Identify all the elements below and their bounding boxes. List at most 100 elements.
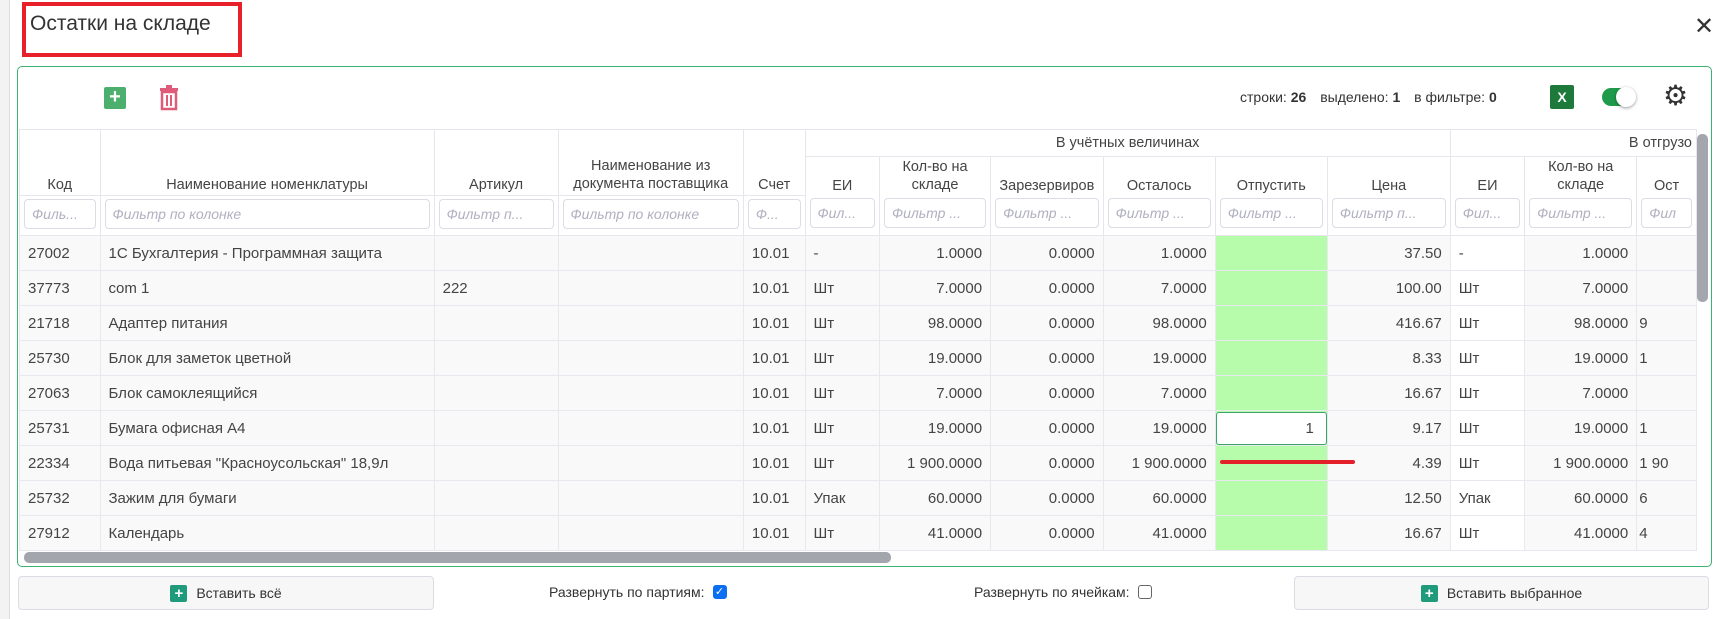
insert-all-button[interactable]: + Вставить всё — [18, 576, 434, 610]
trash-icon[interactable] — [158, 85, 180, 111]
table-cell[interactable]: 1 — [1214, 410, 1328, 446]
excel-export-button[interactable]: X — [1550, 85, 1574, 109]
column-filter-input[interactable]: Фильтр ... — [1219, 198, 1323, 229]
table-cell: Вода питьевая "Красноусольская" 18,9л — [99, 445, 435, 481]
column-filter-input[interactable]: Фильтр ... — [1107, 198, 1211, 229]
horizontal-scrollbar[interactable] — [24, 552, 891, 563]
table-cell: 0.0000 — [990, 480, 1104, 516]
table-cell: Шт — [804, 375, 880, 411]
table-cell: Шт — [1449, 340, 1526, 376]
table-row[interactable]: 27002 1С Бухгалтерия - Программная защита… — [19, 235, 1697, 271]
table-row[interactable]: 25732 Зажим для бумаги 10.01 Упак 60.0000 0.0… — [19, 480, 1697, 516]
table-cell: 16.67 — [1326, 515, 1451, 551]
table-cell: 7.0000 — [1102, 270, 1216, 306]
table-row[interactable]: 22334 Вода питьевая "Красноусольская" 18,… — [19, 445, 1697, 481]
column-header[interactable]: Зарезервиров — [990, 156, 1104, 196]
table-cell — [1636, 270, 1697, 306]
column-filter-input[interactable]: Фильтр ... — [883, 198, 987, 229]
filter-cell: Фильтр ... — [878, 195, 992, 236]
table-cell: - — [1449, 235, 1526, 271]
expand-batches-option[interactable]: Развернуть по партиям: ✓ — [549, 584, 727, 600]
column-header[interactable]: Наименование номенклатуры — [99, 129, 435, 196]
expand-batches-checkbox[interactable]: ✓ — [712, 585, 727, 599]
column-header[interactable]: Наименование из документа поставщика — [557, 129, 744, 196]
column-header[interactable]: Ост — [1636, 156, 1697, 196]
table-cell: 37773 — [19, 270, 101, 306]
plus-icon[interactable]: + — [104, 87, 126, 109]
column-filter-input[interactable]: Фил... — [1454, 198, 1521, 229]
table-cell — [557, 410, 744, 446]
table-cell — [433, 410, 559, 446]
table-cell: 19.0000 — [1102, 340, 1216, 376]
filter-cell: Фильтр п... — [1326, 195, 1451, 236]
table-cell: Шт — [804, 515, 880, 551]
column-filter-input[interactable]: Фил — [1641, 198, 1692, 229]
column-filter-input[interactable]: Фил... — [809, 198, 875, 229]
gear-icon[interactable]: ⚙ — [1663, 80, 1689, 111]
release-quantity-cell[interactable] — [1214, 340, 1328, 376]
table-cell: 1 90 — [1636, 445, 1697, 481]
release-quantity-cell[interactable] — [1214, 270, 1328, 306]
column-header[interactable]: ЕИ — [1449, 156, 1526, 196]
table-row[interactable]: 21718 Адаптер питания 10.01 Шт 98.0000 0.0000… — [19, 305, 1697, 341]
table-cell: 10.01 — [742, 515, 806, 551]
table-cell: 0.0000 — [990, 270, 1104, 306]
column-header[interactable]: Отпустить — [1214, 156, 1328, 196]
column-header[interactable]: Счет — [742, 129, 806, 196]
table-row[interactable]: 37773 com 1 222 10.01 Шт 7.0000 0.0000 7.0000 10… — [19, 270, 1697, 306]
filter-cell: Фильтр п... — [433, 195, 559, 236]
filter-cell: Фил... — [804, 195, 880, 236]
table-cell: Календарь — [99, 515, 435, 551]
toggle-switch[interactable] — [1602, 87, 1636, 107]
filter-cell: Фильтр ... — [990, 195, 1104, 236]
column-header[interactable]: Артикул — [433, 129, 559, 196]
filter-cell: Филь... — [19, 195, 101, 236]
table-cell: 0.0000 — [990, 445, 1104, 481]
table-row[interactable]: 25730 Блок для заметок цветной 10.01 Шт 19.0… — [19, 340, 1697, 376]
column-filter-input[interactable]: Ф... — [747, 198, 801, 229]
expand-cells-option[interactable]: Развернуть по ячейкам: — [974, 584, 1152, 600]
column-filter-input[interactable]: Филь... — [24, 198, 96, 229]
table-cell: 25730 — [19, 340, 101, 376]
release-quantity-cell[interactable] — [1214, 305, 1328, 341]
rows-label: строки: — [1240, 89, 1287, 105]
table-cell: 7.0000 — [1524, 375, 1638, 411]
table-row[interactable]: 27063 Блок самоклеящийся 10.01 Шт 7.0000 0.00… — [19, 375, 1697, 411]
filter-cell: Фильтр по колонке — [99, 195, 435, 236]
table-row[interactable]: 25731 Бумага офисная А4 10.01 Шт 19.0000 0.00… — [19, 410, 1697, 446]
filter-label: в фильтре: — [1414, 89, 1486, 105]
table-cell: 0.0000 — [990, 235, 1104, 271]
table-row[interactable]: 27912 Календарь 10.01 Шт 41.0000 0.0000 41.000… — [19, 515, 1697, 551]
column-filter-input[interactable]: Фильтр п... — [1331, 198, 1446, 229]
close-icon[interactable]: ✕ — [1694, 13, 1715, 40]
table-cell — [433, 375, 559, 411]
release-quantity-cell[interactable] — [1214, 235, 1328, 271]
column-filter-input[interactable]: Фильтр по колонке — [104, 198, 430, 229]
column-header[interactable]: ЕИ — [804, 156, 880, 196]
release-quantity-cell[interactable] — [1214, 375, 1328, 411]
table-cell: com 1 — [99, 270, 435, 306]
insert-selected-button[interactable]: + Вставить выбранное — [1294, 576, 1709, 610]
column-header[interactable]: Кол-во на складе — [878, 156, 992, 196]
expand-cells-checkbox[interactable] — [1137, 585, 1152, 599]
release-quantity-input[interactable]: 1 — [1216, 411, 1327, 445]
plus-icon: + — [170, 584, 188, 602]
table-cell: 19.0000 — [878, 410, 992, 446]
table-cell — [557, 515, 744, 551]
column-filter-input[interactable]: Фильтр п... — [438, 198, 554, 229]
table-cell: 37.50 — [1326, 235, 1451, 271]
insert-selected-label: Вставить выбранное — [1446, 585, 1583, 601]
column-header[interactable]: Кол-во на складе — [1524, 156, 1638, 196]
vertical-scrollbar[interactable] — [1697, 134, 1708, 302]
column-header[interactable]: Осталось — [1102, 156, 1216, 196]
release-quantity-cell[interactable] — [1214, 515, 1328, 551]
release-quantity-cell[interactable] — [1214, 480, 1328, 516]
column-header[interactable]: Код — [19, 129, 101, 196]
column-filter-input[interactable]: Фильтр ... — [1529, 198, 1633, 229]
column-filter-input[interactable]: Фильтр ... — [995, 198, 1099, 229]
table-cell: 60.0000 — [1524, 480, 1638, 516]
table-cell: 1 — [1636, 340, 1697, 376]
table-cell: Упак — [1449, 480, 1526, 516]
column-filter-input[interactable]: Фильтр по колонке — [562, 198, 739, 229]
column-header[interactable]: Цена — [1326, 156, 1451, 196]
